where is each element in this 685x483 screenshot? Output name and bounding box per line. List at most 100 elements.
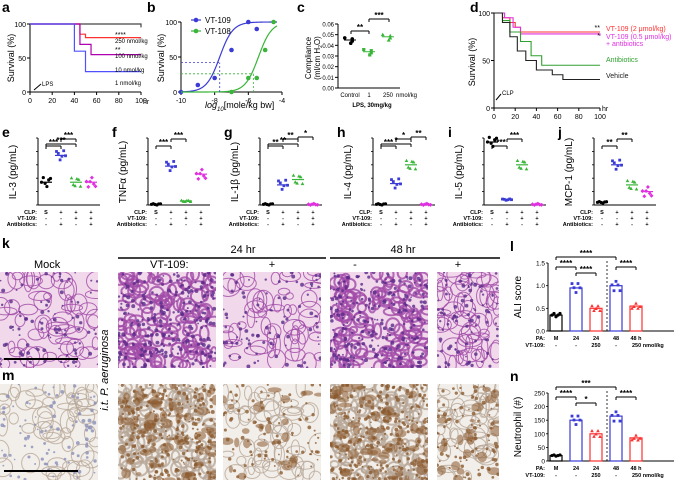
alveolar-wall [488,342,499,361]
cell-nucleus [191,438,194,441]
cell-nucleus [28,402,31,405]
data-point [592,308,596,312]
cell-nucleus [159,309,164,313]
cell-nucleus [131,431,135,435]
legend-label: 250 nmol/kg [115,39,148,45]
cell-nucleus [24,419,27,422]
bar [549,314,563,332]
data-point [201,173,206,178]
alveolar-wall [481,284,499,293]
stained-region [457,434,464,446]
y-tick-label: 50 [18,56,26,63]
cell-nucleus [120,302,123,305]
stained-region [280,395,291,403]
treatment-value: - [616,216,618,222]
x-tick-label: 0 [492,114,496,121]
stained-region [482,386,491,392]
data-point [342,36,347,40]
treatment-value: - [601,222,603,228]
cell-nucleus [164,350,168,355]
cell-nucleus [166,288,171,293]
cell-nucleus [350,299,353,302]
y-tick-label: 100 [478,11,490,18]
stained-region [477,451,488,463]
cell-nucleus [121,412,125,416]
x-tick-label: 40 [71,98,79,105]
stained-region [379,459,387,465]
data-point [596,429,600,433]
alveolar-wall [467,332,490,341]
cell-nucleus [188,300,192,305]
cell-nucleus [76,301,80,304]
alveolar-wall [61,436,74,452]
cell-nucleus [209,278,214,282]
stained-region [371,427,386,434]
cell-nucleus [147,340,152,345]
cell-nucleus [90,279,93,282]
alveolar-wall [489,281,499,304]
treatment-row-label: VT-109: [17,216,37,222]
stained-region [258,423,264,432]
cell-nucleus [363,389,366,392]
alveolar-wall [487,291,499,310]
cell-nucleus [59,278,64,283]
data-point [517,165,522,169]
cell-nucleus [59,290,64,295]
treatment-value: + [520,216,523,222]
y-axis-label: IL-4 (pg/mL) [343,145,354,199]
cell-nucleus [162,344,166,348]
data-point [590,304,594,308]
data-point [519,166,523,170]
cell-nucleus [186,307,189,310]
cell-nucleus [119,426,123,430]
cell-nucleus [212,297,215,300]
alveolar-wall [236,455,247,466]
cell-nucleus [413,308,415,311]
cell-nucleus [381,335,385,340]
cell-nucleus [152,319,157,323]
cell-nucleus [93,328,96,331]
y-axis-label: Survival (%) [467,38,477,87]
treatment-value: + [424,210,427,216]
cell-nucleus [286,334,290,339]
stained-region [456,467,465,475]
y-axis-label: TNFα (pg/mL) [118,141,129,203]
cell-nucleus [385,401,389,406]
cell-nucleus [202,294,206,299]
cell-nucleus [411,419,414,422]
stained-region [363,394,376,402]
cell-nucleus [141,433,145,438]
cell-nucleus [336,308,339,311]
cell-nucleus [275,434,279,438]
cell-nucleus [460,464,465,468]
alveolar-wall [68,392,88,401]
cell-nucleus [384,470,388,473]
stained-region [126,457,135,465]
cell-nucleus [77,327,81,331]
x-tick-label: 80 [575,114,583,121]
alveolar-wall [0,439,10,463]
alveolar-wall [370,272,384,281]
cell-nucleus [300,282,304,287]
x-tick-label: 1 [367,93,371,99]
x-tick-label: 250 [383,93,394,99]
cell-nucleus [197,316,201,320]
stained-region [423,447,428,458]
cell-nucleus [17,384,20,386]
cell-nucleus [234,393,238,397]
cell-nucleus [391,457,395,461]
alveolar-wall [185,272,195,284]
alveolar-wall [66,392,77,406]
x-tick-label: 60 [93,98,101,105]
cell-nucleus [409,326,413,329]
data-point [510,198,513,202]
cell-nucleus [180,431,184,435]
cell-nucleus [184,329,187,332]
panel-letter: e [2,124,10,140]
stained-region [156,475,163,480]
bar [569,287,583,332]
data-point [388,35,393,40]
cell-nucleus [120,467,123,470]
stained-region [330,441,337,448]
cell-nucleus [370,333,374,338]
